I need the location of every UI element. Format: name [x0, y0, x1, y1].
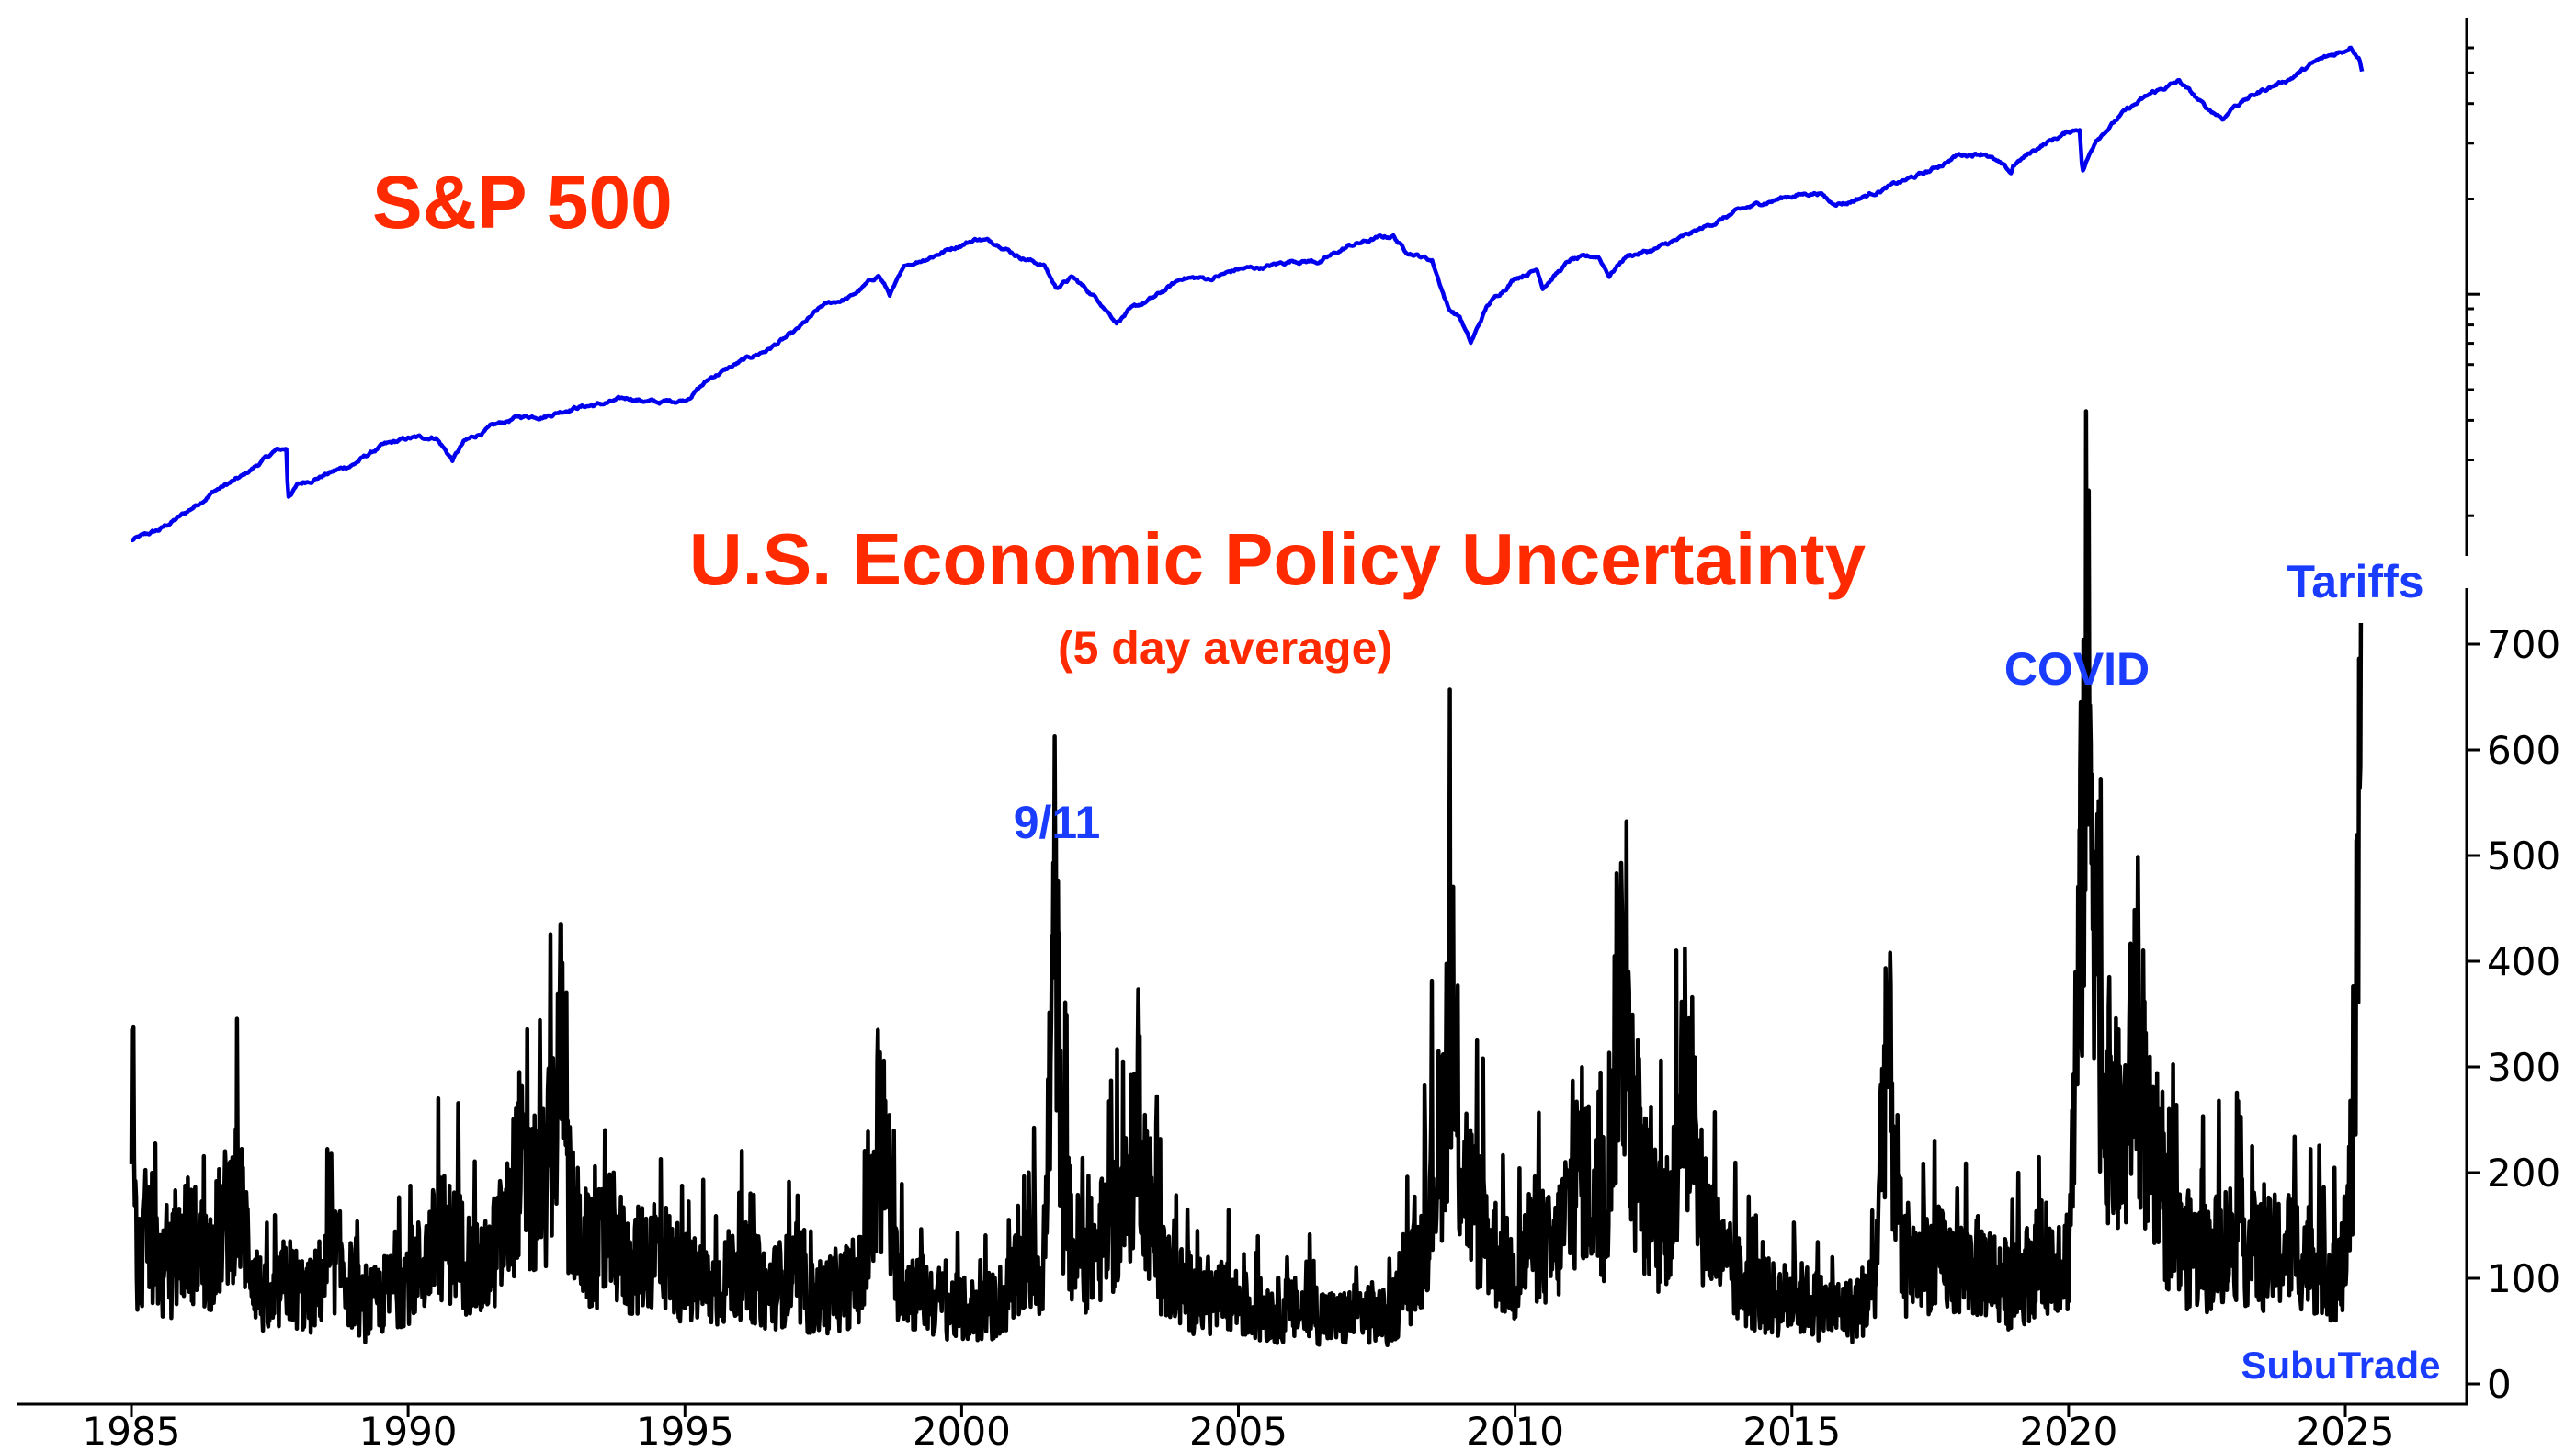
epu-x-ticks: 1985 1990 1995 2000 2005 2010 2015 2020 2025	[83, 1404, 2395, 1452]
epu-panel: 0 100 200 300 400 500 600 700 1985 1990 1995 2000 2…	[17, 409, 2560, 1452]
epu-y-tick-label: 100	[2487, 1256, 2560, 1301]
epu-y-tick-label: 200	[2487, 1151, 2560, 1196]
epu-title: U.S. Economic Policy Uncertainty	[689, 518, 1867, 600]
epu-y-tick-label: 600	[2487, 728, 2560, 773]
x-tick-label: 1995	[636, 1409, 734, 1452]
annotation-tariffs: Tariffs	[2287, 556, 2423, 607]
epu-series-line	[129, 409, 2364, 1348]
epu-y-tick-label: 0	[2487, 1362, 2512, 1407]
annotation-911: 9/11	[1014, 797, 1101, 848]
epu-y-tick-label: 500	[2487, 834, 2560, 879]
epu-y-tick-label: 400	[2487, 939, 2560, 984]
epu-y-ticks: 0 100 200 300 400 500 600 700	[2467, 622, 2560, 1407]
epu-y-tick-label: 700	[2487, 622, 2560, 667]
x-tick-label: 2005	[1189, 1409, 1288, 1452]
sp500-ticks	[2467, 46, 2480, 517]
sp500-panel: S&P 500	[130, 18, 2480, 556]
sp500-series-line	[130, 45, 2365, 543]
sp500-title: S&P 500	[372, 161, 673, 244]
x-tick-label: 2010	[1466, 1409, 1564, 1452]
x-tick-label: 2020	[2019, 1409, 2117, 1452]
epu-subtitle: (5 day average)	[1058, 622, 1392, 674]
annotation-covid: COVID	[2004, 643, 2150, 695]
epu-y-tick-label: 300	[2487, 1045, 2560, 1090]
x-tick-label: 2000	[913, 1409, 1011, 1452]
x-tick-label: 1985	[83, 1409, 181, 1452]
x-tick-label: 2015	[1742, 1409, 1841, 1452]
x-tick-label: 2025	[2297, 1409, 2395, 1452]
watermark-subutrade: SubuTrade	[2241, 1344, 2440, 1387]
x-tick-label: 1990	[359, 1409, 458, 1452]
